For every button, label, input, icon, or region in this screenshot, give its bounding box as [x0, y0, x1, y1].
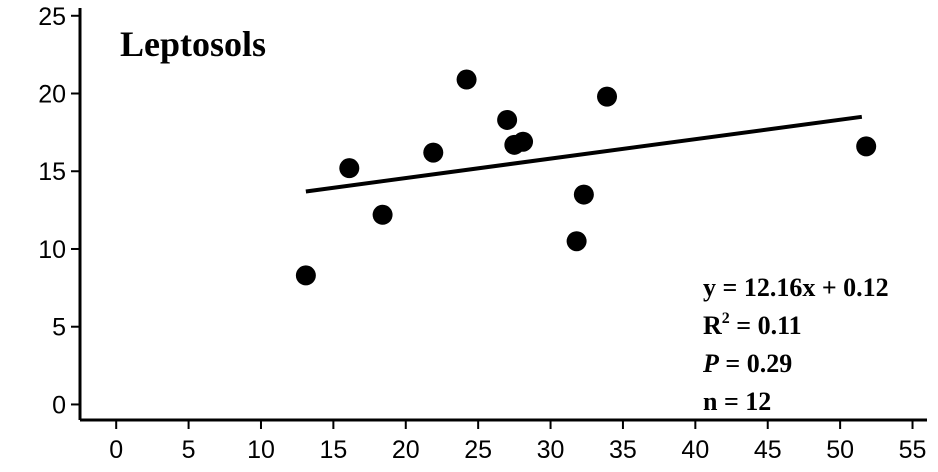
x-tick-label: 25 — [464, 436, 492, 464]
x-ticks: 0 5 10 15 20 25 30 35 40 45 50 55 — [109, 420, 926, 464]
data-point — [456, 69, 477, 90]
x-tick-label: 10 — [247, 436, 275, 464]
regression-stats: y = 12.16x + 0.12 R2 = 0.11 P = 0.29 n =… — [702, 273, 889, 416]
data-point — [423, 142, 444, 163]
x-tick-label: 35 — [609, 436, 637, 464]
y-tick-label: 15 — [38, 158, 66, 186]
data-point — [566, 231, 587, 252]
r-squared-value: = 0.11 — [730, 311, 802, 340]
x-tick-label: 20 — [392, 436, 420, 464]
data-point — [372, 204, 393, 225]
x-tick-label: 30 — [537, 436, 565, 464]
data-point — [856, 136, 877, 157]
x-tick-label: 45 — [754, 436, 782, 464]
x-tick-label: 50 — [826, 436, 854, 464]
r-squared-text: R2 = 0.11 — [703, 310, 802, 340]
data-point — [497, 109, 518, 130]
regression-line — [305, 114, 863, 194]
p-value: = 0.29 — [719, 349, 792, 378]
r-squared-prefix: R — [703, 311, 722, 340]
x-tick-label: 55 — [899, 436, 927, 464]
data-point — [597, 86, 618, 107]
y-tick-label: 25 — [38, 3, 66, 31]
x-tick-label: 0 — [109, 436, 123, 464]
p-value-text: P = 0.29 — [702, 349, 792, 378]
x-tick-label: 15 — [319, 436, 347, 464]
y-tick-label: 0 — [52, 391, 66, 419]
axes: 0 5 10 15 20 25 30 35 40 45 50 55 0 5 10 15 20 25 — [38, 3, 927, 464]
data-point — [339, 158, 360, 179]
y-tick-label: 5 — [52, 314, 66, 342]
data-points — [295, 69, 877, 286]
fit-line-group — [305, 114, 863, 194]
equation-text: y = 12.16x + 0.12 — [703, 273, 889, 302]
data-point — [573, 184, 594, 205]
y-ticks: 0 5 10 15 20 25 — [38, 3, 80, 419]
x-tick-label: 40 — [681, 436, 709, 464]
n-text: n = 12 — [703, 387, 771, 416]
data-point — [513, 131, 534, 152]
chart-title: Leptosols — [120, 24, 266, 64]
x-tick-label: 5 — [182, 436, 196, 464]
p-symbol: P — [702, 349, 720, 378]
r-squared-sup: 2 — [722, 310, 730, 327]
y-tick-label: 20 — [38, 81, 66, 109]
data-point — [295, 265, 316, 286]
y-tick-label: 10 — [38, 236, 66, 264]
